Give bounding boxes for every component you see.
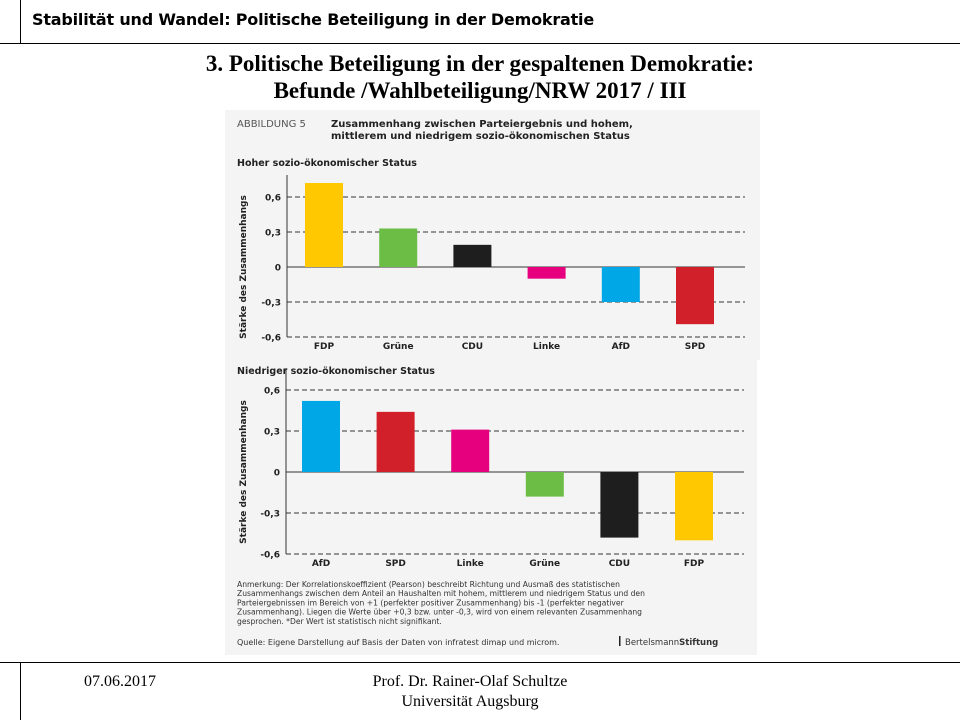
note-line: Anmerkung: Der Korrelationskoeffizient (…: [237, 580, 620, 589]
brand-bar: [619, 636, 621, 646]
x-tick-label: Linke: [533, 342, 560, 352]
x-tick-label: AfD: [612, 342, 630, 352]
x-tick-label: FDP: [684, 559, 705, 569]
title-line: Befunde /Wahlbeteiligung/NRW 2017 / III: [273, 78, 687, 103]
x-tick-label: Grüne: [383, 342, 414, 352]
x-tick-label: CDU: [609, 559, 630, 569]
note-line: Zusammenhangs zwischen dem Anteil an Hau…: [237, 589, 645, 598]
bar-linke: [527, 267, 566, 279]
y-tick-label: 0: [274, 469, 280, 479]
divider: [0, 43, 960, 44]
footer-date: 07.06.2017: [84, 673, 156, 690]
y-tick-label: -0,6: [260, 551, 280, 561]
note-line: Parteiergebnissen im Bereich von +1 (per…: [237, 598, 625, 607]
bar-fdp: [675, 472, 713, 541]
y-tick-label: 0,6: [265, 194, 281, 204]
y-tick-label: -0,3: [260, 510, 280, 520]
x-tick-label: FDP: [314, 342, 335, 352]
bar-cdu: [453, 244, 492, 267]
figure-title: Zusammenhang zwischen Parteiergebnis und…: [331, 119, 633, 130]
bar-cdu: [600, 472, 639, 538]
y-tick-label: -0,6: [261, 334, 281, 344]
x-tick-label: AfD: [312, 559, 330, 569]
chart-title: Hoher sozio-ökonomischer Status: [237, 158, 417, 169]
divider: [20, 0, 21, 44]
source-text: Quelle: Eigene Darstellung auf Basis der…: [237, 638, 559, 647]
x-tick-label: Linke: [457, 559, 484, 569]
y-tick-label: 0,6: [264, 387, 280, 397]
slide-title: 3. Politische Beteiligung in der gespalt…: [0, 50, 960, 104]
bar-grüne: [379, 228, 418, 267]
y-tick-label: 0,3: [264, 428, 280, 438]
y-tick-label: 0: [275, 264, 281, 274]
figure-title: mittlerem und niedrigem sozio-ökonomisch…: [331, 131, 630, 142]
bar-grüne: [525, 472, 564, 497]
note-line: Zusammenhang). Liegen die Werte über +0,…: [237, 608, 642, 617]
y-tick-label: 0,3: [265, 229, 281, 239]
x-tick-label: CDU: [462, 342, 483, 352]
chart-title: Niedriger sozio-ökonomischer Status: [237, 366, 435, 377]
institution: Universität Augsburg: [401, 693, 539, 710]
divider: [20, 662, 21, 720]
note-line: gesprochen. *Der Wert ist statistisch ni…: [237, 617, 442, 626]
footer-author: Prof. Dr. Rainer-Olaf Schultze Universit…: [300, 672, 640, 712]
y-axis-label: Stärke des Zusammenhangs: [239, 195, 249, 339]
y-axis-label: Stärke des Zusammenhangs: [239, 400, 249, 544]
bar-spd: [676, 267, 714, 325]
bar-fdp: [305, 183, 343, 267]
bar-afd: [601, 267, 640, 302]
x-tick-label: Grüne: [529, 559, 560, 569]
divider: [0, 662, 960, 663]
brand-logo: BertelsmannStiftung: [625, 638, 718, 648]
title-line: 3. Politische Beteiligung in der gespalt…: [205, 51, 755, 76]
x-tick-label: SPD: [385, 559, 406, 569]
slide-header: Stabilität und Wandel: Politische Beteil…: [32, 10, 594, 29]
bar-linke: [451, 429, 490, 472]
author: Prof. Dr. Rainer-Olaf Schultze: [372, 673, 568, 690]
bar-afd: [302, 400, 340, 472]
x-tick-label: SPD: [685, 342, 706, 352]
y-tick-label: -0,3: [261, 299, 281, 309]
figure-label: ABBILDUNG 5: [237, 119, 306, 130]
bar-spd: [376, 411, 415, 472]
